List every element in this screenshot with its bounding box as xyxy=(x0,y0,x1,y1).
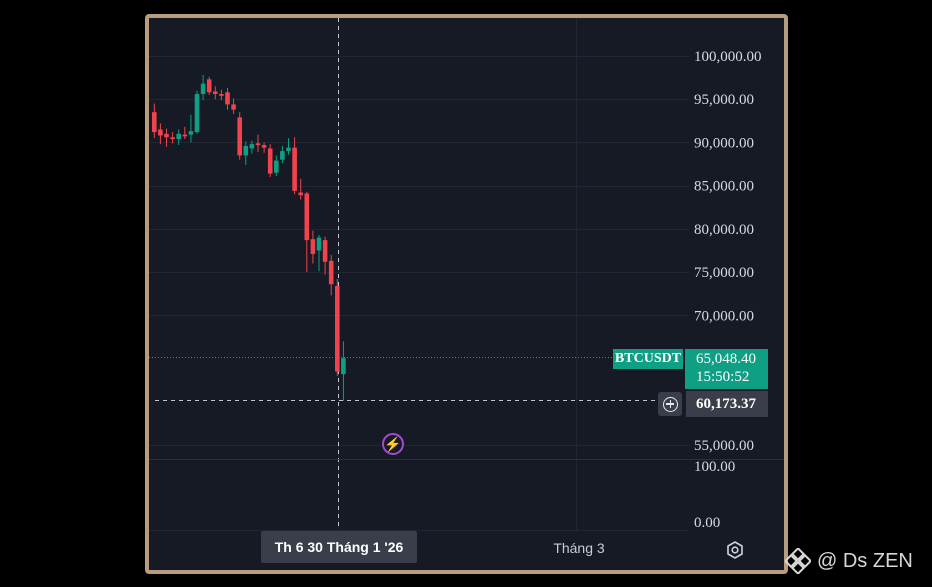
indicator-axis-labels: 100.00 0.00 xyxy=(694,459,735,531)
candle-body xyxy=(286,147,291,152)
chart-panel[interactable]: 100,000.00 95,000.00 90,000.00 85,000.00 80,… xyxy=(145,14,788,574)
candle xyxy=(243,141,249,165)
candle xyxy=(292,137,297,195)
price-tick-label: 95,000.00 xyxy=(694,92,754,108)
price-tick-label: 55,000.00 xyxy=(694,438,754,454)
candle xyxy=(335,279,340,376)
price-tick-label: 75,000.00 xyxy=(694,265,754,281)
candle-body xyxy=(164,133,169,138)
candle xyxy=(341,341,346,401)
candle xyxy=(176,129,181,146)
candle-body xyxy=(152,112,157,133)
candle-body xyxy=(200,83,206,95)
candle-body xyxy=(310,239,316,254)
candle xyxy=(188,114,194,143)
crosshair-date-label: Th 6 30 Tháng 1 '26 xyxy=(261,531,417,563)
binance-logo-icon xyxy=(785,548,811,574)
price-tick-label: 100,000.00 xyxy=(694,49,762,65)
candle-body xyxy=(328,260,334,285)
candle xyxy=(237,112,242,160)
candle xyxy=(322,236,328,275)
candle-body xyxy=(341,358,346,375)
candle-body xyxy=(158,129,163,136)
candle xyxy=(280,145,285,164)
candle xyxy=(261,142,267,153)
last-price-badge: 65,048.40 15:50:52 xyxy=(685,349,768,389)
last-price-value: 65,048.40 xyxy=(696,351,756,367)
candle-body xyxy=(194,94,200,133)
candle xyxy=(158,123,163,145)
price-tick-label: 85,000.00 xyxy=(694,179,754,195)
candle xyxy=(206,76,212,95)
candle-body xyxy=(280,151,285,160)
candle-body xyxy=(176,133,181,139)
candle xyxy=(164,128,169,147)
watermark: @ Ds ZEN xyxy=(785,547,932,575)
grid-lines xyxy=(149,18,689,531)
candle-body xyxy=(231,104,236,110)
candle-body xyxy=(182,134,188,137)
ticker-label: BTCUSDT xyxy=(613,349,683,369)
plus-circle-icon xyxy=(662,396,678,412)
candle xyxy=(219,89,224,101)
candle-body xyxy=(206,79,212,93)
candle-body xyxy=(261,145,267,148)
candle xyxy=(298,178,303,200)
candle-body xyxy=(188,131,194,135)
candle-body xyxy=(219,94,224,96)
candle xyxy=(310,230,316,264)
price-axis-labels: 100,000.00 95,000.00 90,000.00 85,000.00 80,… xyxy=(694,49,762,454)
candlestick-chart[interactable]: 100,000.00 95,000.00 90,000.00 85,000.00 80,… xyxy=(149,18,784,570)
add-alert-button[interactable] xyxy=(658,392,682,416)
candle-body xyxy=(267,148,273,174)
candle xyxy=(182,126,188,139)
candle-body xyxy=(335,285,340,372)
settings-icon[interactable] xyxy=(725,540,745,560)
crosshair-price-label: 60,173.37 xyxy=(686,391,768,417)
candle-body xyxy=(292,147,297,191)
time-axis-month-label: Tháng 3 xyxy=(553,540,605,556)
candle xyxy=(255,134,261,152)
candle-body xyxy=(213,91,218,95)
candle-body xyxy=(225,92,230,105)
candle-body xyxy=(249,144,255,149)
candles xyxy=(152,75,346,401)
indicator-tick-label: 100.00 xyxy=(694,459,735,475)
candle xyxy=(328,254,334,296)
candle-body xyxy=(316,237,322,251)
candle-body xyxy=(255,143,261,146)
price-tick-label: 90,000.00 xyxy=(694,135,754,151)
candle-body xyxy=(243,145,249,156)
candle xyxy=(200,75,206,101)
candle-body xyxy=(237,117,242,156)
candle xyxy=(213,86,218,100)
candle xyxy=(304,191,310,273)
candle xyxy=(316,234,322,272)
candle xyxy=(267,144,273,178)
candle xyxy=(249,140,255,154)
price-tick-label: 80,000.00 xyxy=(694,222,754,238)
candle xyxy=(152,103,157,139)
watermark-text: @ Ds ZEN xyxy=(817,549,913,572)
candle xyxy=(170,132,175,144)
candle xyxy=(274,155,279,177)
candle xyxy=(194,90,200,134)
candle-body xyxy=(304,193,310,241)
candle xyxy=(286,138,291,155)
candle-body xyxy=(274,160,279,173)
candle xyxy=(225,87,230,110)
candle xyxy=(231,98,236,114)
price-tick-label: 70,000.00 xyxy=(694,308,754,324)
candle-body xyxy=(298,192,303,196)
candle-body xyxy=(170,137,175,139)
candle-body xyxy=(322,240,328,262)
candle-countdown: 15:50:52 xyxy=(696,369,750,385)
indicator-tick-label: 0.00 xyxy=(694,515,720,531)
lightning-icon[interactable]: ⚡ xyxy=(382,433,404,455)
